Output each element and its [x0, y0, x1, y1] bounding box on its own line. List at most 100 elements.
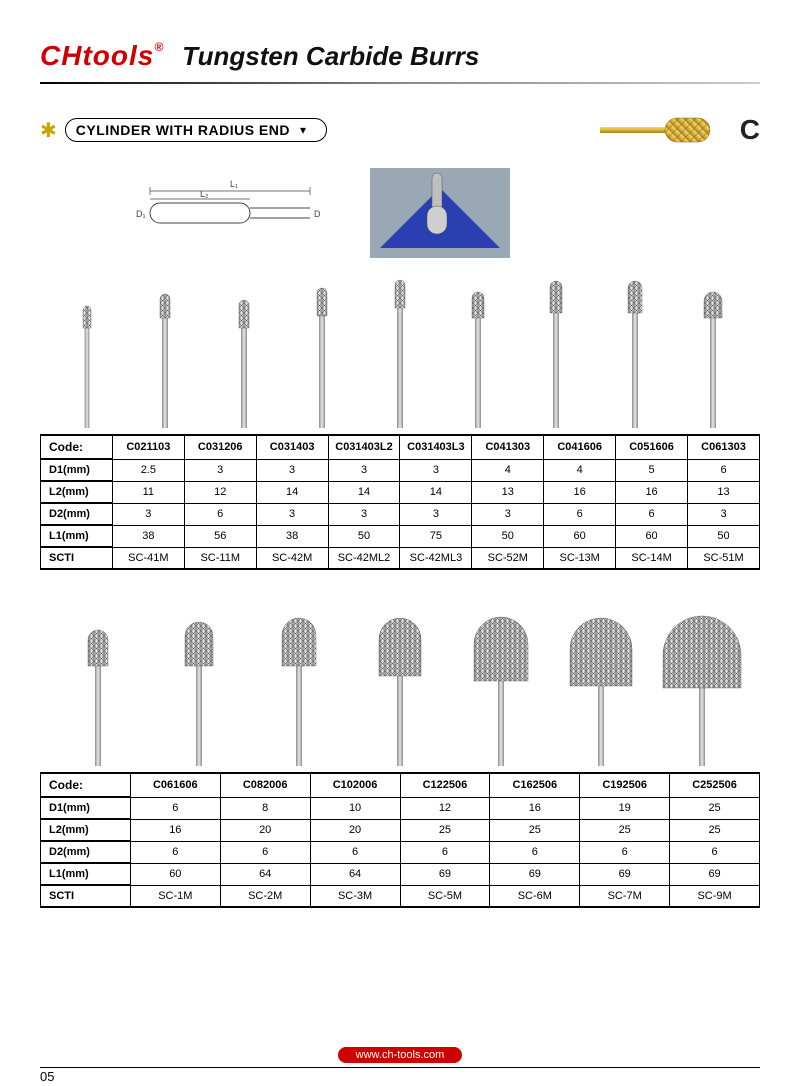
- cell: SC-2M: [220, 885, 310, 907]
- cell: 3: [256, 503, 328, 525]
- burr-item: [48, 596, 149, 766]
- cell: 4: [472, 459, 544, 481]
- d2-label: D₂: [314, 209, 320, 219]
- star-icon: ✱: [40, 118, 57, 143]
- cell: 56: [184, 525, 256, 547]
- cell: 13: [472, 481, 544, 503]
- burr-icon: [84, 596, 112, 766]
- cell: 16: [544, 481, 616, 503]
- cell: 6: [130, 841, 220, 863]
- cell: 64: [220, 863, 310, 885]
- cell: 3: [472, 503, 544, 525]
- burr-row-2: [40, 596, 760, 766]
- cell: 10: [310, 797, 400, 819]
- cell: 60: [544, 525, 616, 547]
- burr-item: [350, 596, 451, 766]
- header-rule: [40, 82, 760, 84]
- cell: 38: [112, 525, 184, 547]
- cell: 6: [490, 841, 580, 863]
- cell: 14: [328, 481, 400, 503]
- burr-item: [283, 278, 361, 428]
- code-col: C031403L3: [400, 435, 472, 459]
- cell: 6: [130, 797, 220, 819]
- cell: 20: [310, 819, 400, 841]
- cell: 3: [328, 459, 400, 481]
- brand-logo: CHtools®: [40, 40, 164, 72]
- burr-item: [204, 278, 282, 428]
- burr-icon: [234, 278, 254, 428]
- cell: 3: [400, 459, 472, 481]
- burr-icon: [181, 596, 217, 766]
- burr-item: [517, 278, 595, 428]
- cell: 75: [400, 525, 472, 547]
- type-letter: C: [740, 114, 760, 146]
- l1-label: L₁: [230, 179, 238, 189]
- cell: 20: [220, 819, 310, 841]
- cell: 16: [130, 819, 220, 841]
- burr-item: [551, 596, 652, 766]
- cell: 6: [616, 503, 688, 525]
- cell: 16: [490, 797, 580, 819]
- chevron-down-icon: ▾: [300, 123, 306, 137]
- diagram-row: L₁ L₂ D₁ D₂: [130, 168, 760, 258]
- code-col: C031403L2: [328, 435, 400, 459]
- cell: 69: [580, 863, 670, 885]
- cell: SC-42M: [256, 547, 328, 569]
- burr-item: [674, 278, 752, 428]
- section-header-row: ✱ CYLINDER WITH RADIUS END ▾ C: [40, 112, 760, 148]
- code-header: Code:: [41, 773, 131, 797]
- cell: SC-1M: [130, 885, 220, 907]
- cell: 14: [256, 481, 328, 503]
- burr-item: [596, 278, 674, 428]
- cell: 69: [400, 863, 490, 885]
- cell: 25: [670, 819, 760, 841]
- cell: SC-42ML3: [400, 547, 472, 569]
- code-col: C031403: [256, 435, 328, 459]
- code-col: C122506: [400, 773, 490, 797]
- burr-icon: [566, 596, 636, 766]
- cell: 6: [580, 841, 670, 863]
- cell: 69: [670, 863, 760, 885]
- cell: SC-5M: [400, 885, 490, 907]
- code-col: C021103: [112, 435, 184, 459]
- cell: 11: [112, 481, 184, 503]
- burr-item: [149, 596, 250, 766]
- site-url: www.ch-tools.com: [338, 1047, 463, 1063]
- burr-icon: [312, 278, 332, 428]
- usage-diagram: [370, 168, 510, 258]
- cell: 16: [616, 481, 688, 503]
- burr-icon: [390, 278, 410, 428]
- row-label: D2(mm): [41, 503, 113, 525]
- cell: 3: [184, 459, 256, 481]
- cell: 50: [328, 525, 400, 547]
- dimension-diagram: L₁ L₂ D₁ D₂: [130, 173, 320, 253]
- cell: 12: [400, 797, 490, 819]
- cell: 25: [580, 819, 670, 841]
- burr-icon: [546, 278, 566, 428]
- cell: 8: [220, 797, 310, 819]
- spec-table-2: Code:C061606C082006C102006C122506C162506…: [40, 772, 760, 908]
- row-label: L1(mm): [41, 863, 131, 885]
- cell: 3: [112, 503, 184, 525]
- shape-label: CYLINDER WITH RADIUS END: [76, 122, 290, 138]
- row-label: L1(mm): [41, 525, 113, 547]
- code-col: C061303: [688, 435, 760, 459]
- row-label: SCTI: [41, 547, 113, 569]
- cell: SC-3M: [310, 885, 400, 907]
- cell: 25: [490, 819, 580, 841]
- row-label: D2(mm): [41, 841, 131, 863]
- code-col: C192506: [580, 773, 670, 797]
- cell: 50: [688, 525, 760, 547]
- cell: 6: [670, 841, 760, 863]
- cell: SC-51M: [688, 547, 760, 569]
- cell: 3: [328, 503, 400, 525]
- cell: SC-6M: [490, 885, 580, 907]
- cell: 60: [616, 525, 688, 547]
- cell: 14: [400, 481, 472, 503]
- code-col: C082006: [220, 773, 310, 797]
- burr-icon: [624, 278, 646, 428]
- row-label: L2(mm): [41, 481, 113, 503]
- burr-item: [450, 596, 551, 766]
- cell: 50: [472, 525, 544, 547]
- burr-icon: [278, 596, 320, 766]
